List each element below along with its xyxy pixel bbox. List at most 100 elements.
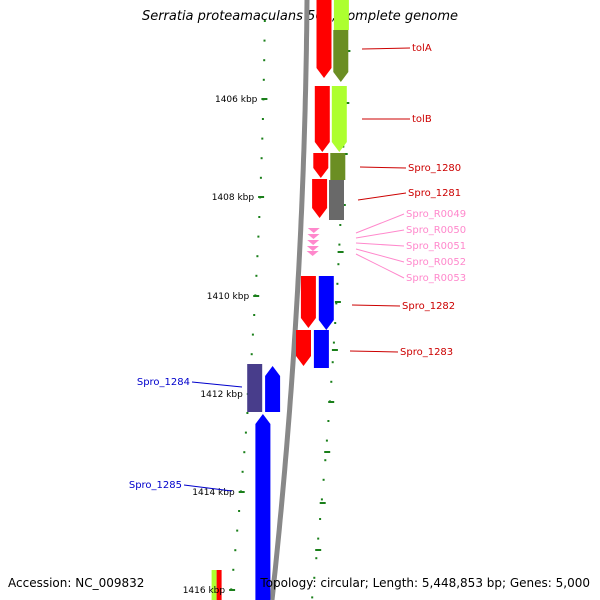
scale-labels: 1406 kbp 1408 kbp 1410 kbp 1412 kbp 1414 kbp… xyxy=(183,95,258,596)
gene-label-spro-r0050[interactable]: Spro_R0050 xyxy=(406,225,466,236)
minor-tick xyxy=(260,157,263,160)
scale-label: 1410 kbp xyxy=(207,292,250,302)
minor-tick xyxy=(263,20,266,22)
gene-arrow xyxy=(313,153,329,178)
gene-arrow xyxy=(255,414,271,600)
scale-label: 1408 kbp xyxy=(212,193,255,203)
gene-label-spro-1285[interactable]: Spro_1285 xyxy=(129,480,182,491)
gene-features[interactable] xyxy=(211,0,349,600)
gene-arrow xyxy=(314,86,330,152)
minor-tick xyxy=(261,137,264,140)
minor-tick xyxy=(250,353,253,356)
scale-label: 1406 kbp xyxy=(215,95,258,105)
gene-label-tolb[interactable]: tolB xyxy=(412,114,432,125)
minor-tick xyxy=(251,333,254,336)
minor-tick xyxy=(327,420,330,422)
gene-label-spro-r0049[interactable]: Spro_R0049 xyxy=(406,209,466,220)
gene-arrow xyxy=(312,179,328,218)
label-leader-line xyxy=(183,484,233,492)
gene-label-spro-r0051[interactable]: Spro_R0051 xyxy=(406,241,466,252)
minor-tick xyxy=(241,470,244,473)
minor-tick xyxy=(315,557,318,560)
minor-tick xyxy=(263,39,266,42)
label-leader-line xyxy=(355,253,405,279)
accession-label: Accession: NC_009832 xyxy=(8,576,145,590)
rna-chevron xyxy=(307,234,320,239)
rna-chevron xyxy=(307,240,320,245)
major-tick xyxy=(331,349,338,351)
minor-tick xyxy=(234,549,237,552)
minor-tick xyxy=(244,431,247,434)
gene-label-spro-1284[interactable]: Spro_1284 xyxy=(137,377,190,388)
scale-label: 1414 kbp xyxy=(192,488,235,498)
scale-label: 1412 kbp xyxy=(200,390,243,400)
major-tick xyxy=(334,301,341,303)
major-tick xyxy=(261,98,268,100)
rna-features[interactable] xyxy=(306,228,320,256)
minor-tick xyxy=(320,498,323,501)
label-leader-line xyxy=(351,304,401,307)
minor-tick xyxy=(337,263,340,266)
major-tick xyxy=(253,295,260,297)
major-tick xyxy=(258,196,265,198)
minor-tick xyxy=(253,314,256,316)
gene-arrow xyxy=(316,0,332,78)
gene-labels[interactable]: tolA tolB Spro_1280 Spro_1281 Spro_R0049 Spro… xyxy=(129,43,466,492)
gene-arrow xyxy=(296,330,311,366)
gene-arrow xyxy=(211,570,217,600)
minor-tick xyxy=(313,576,316,579)
gene-label-spro-1281[interactable]: Spro_1281 xyxy=(408,188,461,199)
gene-label-spro-r0053[interactable]: Spro_R0053 xyxy=(406,273,466,284)
label-leader-line xyxy=(355,248,405,263)
minor-tick xyxy=(263,59,266,62)
minor-tick xyxy=(319,518,322,520)
minor-tick xyxy=(243,451,246,454)
major-tick xyxy=(328,401,335,403)
major-tick xyxy=(319,502,326,504)
gene-label-spro-1280[interactable]: Spro_1280 xyxy=(408,163,461,174)
rna-chevron xyxy=(307,228,320,233)
gene-label-spro-1283[interactable]: Spro_1283 xyxy=(400,347,453,358)
gene-arrow xyxy=(300,276,316,328)
scale-label: 1416 kbp xyxy=(183,586,226,596)
gene-arrow xyxy=(265,366,281,412)
label-leader-line xyxy=(359,166,407,169)
minor-tick xyxy=(232,568,235,571)
minor-tick xyxy=(331,361,334,364)
genome-backbone xyxy=(269,0,310,600)
label-leader-line xyxy=(357,192,407,201)
minor-tick xyxy=(255,274,258,277)
minor-tick xyxy=(336,282,339,285)
minor-tick xyxy=(256,255,259,258)
gene-label-spro-1282[interactable]: Spro_1282 xyxy=(402,301,455,312)
gene-label-tola[interactable]: tolA xyxy=(412,43,432,54)
minor-tick xyxy=(236,529,239,532)
gene-label-spro-r0052[interactable]: Spro_R0052 xyxy=(406,257,466,268)
minor-tick xyxy=(246,412,249,414)
map-title: Serratia proteamaculans 568, complete ge… xyxy=(141,9,459,24)
minor-tick xyxy=(262,78,265,81)
minor-tick xyxy=(330,380,333,383)
label-leader-line xyxy=(361,47,411,50)
minor-tick xyxy=(334,322,337,324)
label-leader-line xyxy=(349,350,399,353)
gene-arrow xyxy=(330,153,346,180)
gene-arrow xyxy=(216,570,222,600)
gene-arrow xyxy=(333,30,349,82)
minor-tick xyxy=(338,243,341,246)
label-leader-line xyxy=(355,229,405,239)
minor-tick xyxy=(259,176,262,179)
major-tick xyxy=(324,451,331,453)
major-tick xyxy=(315,549,322,551)
gene-arrow xyxy=(331,86,347,152)
gene-arrow xyxy=(247,364,263,412)
minor-tick xyxy=(261,118,264,120)
minor-tick xyxy=(317,537,320,540)
major-tick xyxy=(337,251,344,253)
minor-tick xyxy=(339,224,342,226)
gene-arrow xyxy=(318,276,334,330)
minor-tick xyxy=(257,235,260,238)
genome-summary: Topology: circular; Length: 5,448,853 bp… xyxy=(260,576,590,590)
minor-tick xyxy=(311,596,314,599)
